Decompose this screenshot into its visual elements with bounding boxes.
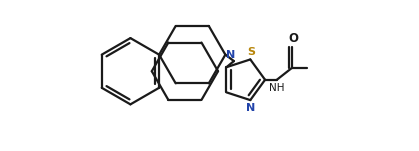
Text: O: O xyxy=(289,32,298,45)
Text: NH: NH xyxy=(269,83,285,93)
Text: N: N xyxy=(246,103,255,113)
Text: N: N xyxy=(226,50,235,60)
Text: S: S xyxy=(247,47,255,57)
